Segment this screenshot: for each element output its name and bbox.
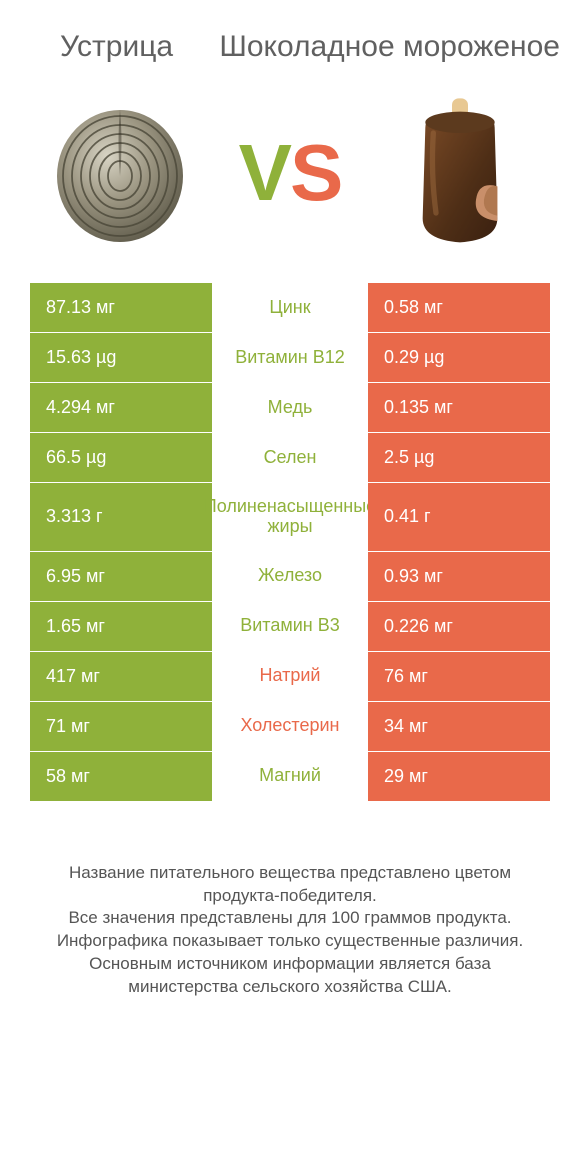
- nutrient-label: Натрий: [212, 652, 368, 701]
- nutrient-label: Магний: [212, 752, 368, 801]
- infographic-container: Устрица Шоколадное мороженое: [0, 0, 580, 1174]
- nutrient-label: Витамин B12: [212, 333, 368, 382]
- vs-row: VS: [20, 93, 560, 283]
- table-row: 417 мгНатрий76 мг: [30, 652, 550, 702]
- table-row: 66.5 µgСелен2.5 µg: [30, 433, 550, 483]
- oyster-icon: [40, 93, 200, 253]
- nutrient-label: Селен: [212, 433, 368, 482]
- right-value: 0.226 мг: [368, 602, 550, 651]
- nutrient-label: Витамин B3: [212, 602, 368, 651]
- left-value: 15.63 µg: [30, 333, 212, 382]
- vs-v-letter: V: [239, 128, 290, 217]
- table-row: 3.313 гПолиненасыщенные жиры0.41 г: [30, 483, 550, 552]
- vs-label: VS: [239, 127, 342, 219]
- left-value: 1.65 мг: [30, 602, 212, 651]
- footer-line: Основным источником информации является …: [40, 953, 540, 999]
- nutrient-label: Полиненасыщенные жиры: [212, 483, 368, 551]
- nutrient-label: Железо: [212, 552, 368, 601]
- table-row: 58 мгМагний29 мг: [30, 752, 550, 802]
- right-title: Шоколадное мороженое: [219, 30, 560, 63]
- right-value: 0.135 мг: [368, 383, 550, 432]
- left-value: 3.313 г: [30, 483, 212, 551]
- right-value: 0.58 мг: [368, 283, 550, 332]
- left-value: 87.13 мг: [30, 283, 212, 332]
- vs-s-letter: S: [290, 128, 341, 217]
- table-row: 71 мгХолестерин34 мг: [30, 702, 550, 752]
- nutrient-label: Медь: [212, 383, 368, 432]
- left-value: 66.5 µg: [30, 433, 212, 482]
- nutrient-label: Цинк: [212, 283, 368, 332]
- nutrient-label: Холестерин: [212, 702, 368, 751]
- left-value: 58 мг: [30, 752, 212, 801]
- footer-line: Все значения представлены для 100 граммо…: [40, 907, 540, 930]
- titles-row: Устрица Шоколадное мороженое: [20, 30, 560, 63]
- right-value: 29 мг: [368, 752, 550, 801]
- chocolate-icecream-icon: [380, 93, 540, 253]
- table-row: 4.294 мгМедь0.135 мг: [30, 383, 550, 433]
- right-value: 0.29 µg: [368, 333, 550, 382]
- right-value: 76 мг: [368, 652, 550, 701]
- table-row: 87.13 мгЦинк0.58 мг: [30, 283, 550, 333]
- table-row: 6.95 мгЖелезо0.93 мг: [30, 552, 550, 602]
- table-row: 15.63 µgВитамин B120.29 µg: [30, 333, 550, 383]
- footer-line: Инфографика показывает только существенн…: [40, 930, 540, 953]
- table-row: 1.65 мгВитамин B30.226 мг: [30, 602, 550, 652]
- left-value: 71 мг: [30, 702, 212, 751]
- right-value: 2.5 µg: [368, 433, 550, 482]
- right-value: 34 мг: [368, 702, 550, 751]
- left-value: 4.294 мг: [30, 383, 212, 432]
- left-value: 417 мг: [30, 652, 212, 701]
- right-value: 0.41 г: [368, 483, 550, 551]
- left-value: 6.95 мг: [30, 552, 212, 601]
- footer-line: Название питательного вещества представл…: [40, 862, 540, 908]
- left-title: Устрица: [20, 30, 173, 63]
- right-value: 0.93 мг: [368, 552, 550, 601]
- footer-notes: Название питательного вещества представл…: [20, 862, 560, 1000]
- nutrition-table: 87.13 мгЦинк0.58 мг15.63 µgВитамин B120.…: [30, 283, 550, 802]
